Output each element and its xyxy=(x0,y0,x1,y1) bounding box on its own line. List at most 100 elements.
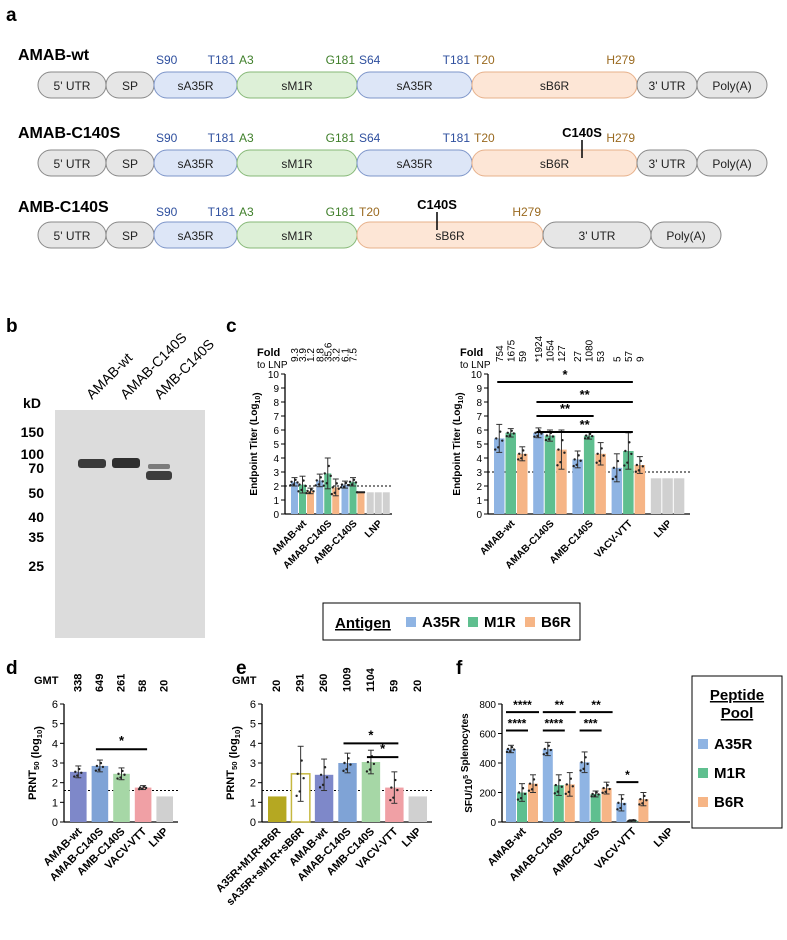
chart-f-data-point xyxy=(532,778,536,781)
chart-d-data-point xyxy=(76,774,79,777)
chart-c_left-data-point xyxy=(331,486,334,489)
chart-c_right-bar-amab-wt-a35r xyxy=(494,438,505,514)
chart-d-ytick-label: 5 xyxy=(52,719,58,731)
peptide-legend-title-1: Peptide xyxy=(710,687,764,704)
chart-c_right-data-point xyxy=(635,463,639,467)
chart-d-data-point xyxy=(144,786,148,790)
chart-f-data-point xyxy=(597,793,600,796)
chart-c_right-data-point xyxy=(497,446,500,449)
chart-d-data-point xyxy=(140,787,144,791)
residue-t181: T181 xyxy=(443,53,471,67)
chart-c_right-data-point xyxy=(611,477,615,481)
chart-f-data-point xyxy=(608,787,611,791)
chart-c_right-data-point xyxy=(563,451,566,454)
chart-e-significance-label: * xyxy=(380,741,386,756)
chart-f-significance-label: *** xyxy=(584,717,598,731)
chart-c_left-data-point xyxy=(292,483,295,486)
segment-label-3-utr: 3' UTR xyxy=(649,79,686,93)
chart-d-data-point xyxy=(97,768,101,771)
chart-c_right-bar-amab-c140s-b6r xyxy=(556,449,567,514)
segment-label-sp: SP xyxy=(122,79,138,93)
chart-f-ytick-label: 0 xyxy=(490,818,496,829)
residue-t181: T181 xyxy=(208,53,236,67)
antigen-legend-title: Antigen xyxy=(335,615,391,632)
chart-c_right-ytick-label: 1 xyxy=(476,496,482,507)
chart-f-data-point xyxy=(630,819,633,823)
antigen-legend: Antigen A35R M1R B6R xyxy=(322,602,581,641)
chart-c_left-fold-value: 1.2 xyxy=(306,348,317,362)
chart-c_left-ytick-label: 1 xyxy=(273,496,279,507)
chart-c_right-fold-value: 1054 xyxy=(545,339,556,362)
chart-e-ytick-label: 4 xyxy=(250,738,256,750)
chart-c_left-data-point xyxy=(289,483,292,487)
chart-f-data-point xyxy=(545,752,548,755)
chart-e-data-point xyxy=(345,768,348,771)
chart-d-data-point xyxy=(116,777,119,780)
chart-d-bar-amb-c140s xyxy=(113,773,130,822)
chart-c_right-data-point xyxy=(584,434,588,437)
chart-f-data-point xyxy=(632,818,635,822)
chart-c_left-data-point xyxy=(317,483,320,486)
chart-c_left-fold-value: 3.9 xyxy=(298,348,309,362)
chart-d-data-point xyxy=(117,772,120,776)
chart-e-ytick-label: 6 xyxy=(250,699,256,711)
chart-c_left-data-point xyxy=(298,483,301,486)
chart-c_right-data-point xyxy=(499,430,502,433)
chart-f-data-point xyxy=(554,783,557,787)
chart-c_right-ytick-label: 8 xyxy=(476,398,482,409)
chart-e-gmt-value: 59 xyxy=(388,680,400,692)
chart-e-gmt-value: 20 xyxy=(271,680,283,692)
chart-c_right-data-point xyxy=(624,449,627,453)
chart-f-bar-amb-c140s-m1r xyxy=(590,793,601,822)
blot-band-amb-c140s xyxy=(146,471,172,480)
chart-e-data-point xyxy=(300,759,303,762)
chart-d-ytick-label: 0 xyxy=(52,817,58,829)
segment-label-sa35r: sA35R xyxy=(177,229,213,243)
chart-f-data-point xyxy=(586,762,589,766)
segment-label-poly-a: Poly(A) xyxy=(712,79,751,93)
chart-c_right-ytick-label: 3 xyxy=(476,468,482,479)
chart-e-data-point xyxy=(390,786,393,789)
chart-c_right-fold-value: 57 xyxy=(624,350,635,362)
chart-c_right-data-point xyxy=(501,439,504,442)
segment-label-sa35r: sA35R xyxy=(396,79,432,93)
chart-e-data-point xyxy=(347,757,350,760)
chart-f-data-point xyxy=(517,791,521,794)
segment-label-poly-a: Poly(A) xyxy=(666,229,705,243)
chart-f-data-point xyxy=(628,819,631,822)
chart-d-ytick-label: 4 xyxy=(52,738,58,750)
chart-c_right-ytick-label: 10 xyxy=(471,370,483,381)
segment-label-poly-a: Poly(A) xyxy=(712,157,751,171)
segment-label-3-utr: 3' UTR xyxy=(649,157,686,171)
chart-c_right-data-point xyxy=(534,431,537,434)
chart-c_right-data-point xyxy=(572,464,575,468)
chart-c_right-data-point xyxy=(547,437,551,441)
chart-c_left-bar-amab-c140s-a35r xyxy=(316,480,324,514)
chart-e-gmt-value: 260 xyxy=(318,674,330,692)
chart-c_left-data-point xyxy=(335,482,338,485)
chart-c_right-fold-value: 27 xyxy=(573,350,584,362)
panel-label-a: a xyxy=(6,5,17,26)
chart-c_right-significance-label: * xyxy=(563,367,569,382)
segment-poly-a-amab-c140s xyxy=(696,149,768,177)
chart-c_right-data-point xyxy=(577,454,580,457)
peptide-legend-title-2: Pool xyxy=(721,705,754,722)
chart-f-data-point xyxy=(590,795,593,798)
residue-t181: T181 xyxy=(208,131,236,145)
chart-c_right-category-amab-wt: AMAB-wt xyxy=(478,518,518,558)
chart-c_left-category-lnp: LNP xyxy=(363,518,385,540)
segment-label-sb6r: sB6R xyxy=(435,229,465,243)
chart-c_left-bar-amab-c140s-b6r xyxy=(332,487,340,514)
chart-c_left-fold-value: 6.1 xyxy=(341,348,352,362)
chart-c_right-fold-value: *1924 xyxy=(534,335,545,362)
segment-label-sa35r: sA35R xyxy=(396,157,432,171)
segment-label-sa35r: sA35R xyxy=(177,79,213,93)
segment-label-5-utr: 5' UTR xyxy=(54,79,91,93)
chart-c_right-bar-vacv-vtt-m1r xyxy=(623,451,634,514)
chart-e-bar-vacv-vtt xyxy=(385,787,404,822)
chart-c_left-ytick-label: 6 xyxy=(273,426,279,437)
chart-f-data-point xyxy=(553,792,556,795)
chart-e-data-point xyxy=(392,796,395,799)
chart-f-data-point xyxy=(542,753,545,756)
residue-a3: A3 xyxy=(239,131,254,145)
